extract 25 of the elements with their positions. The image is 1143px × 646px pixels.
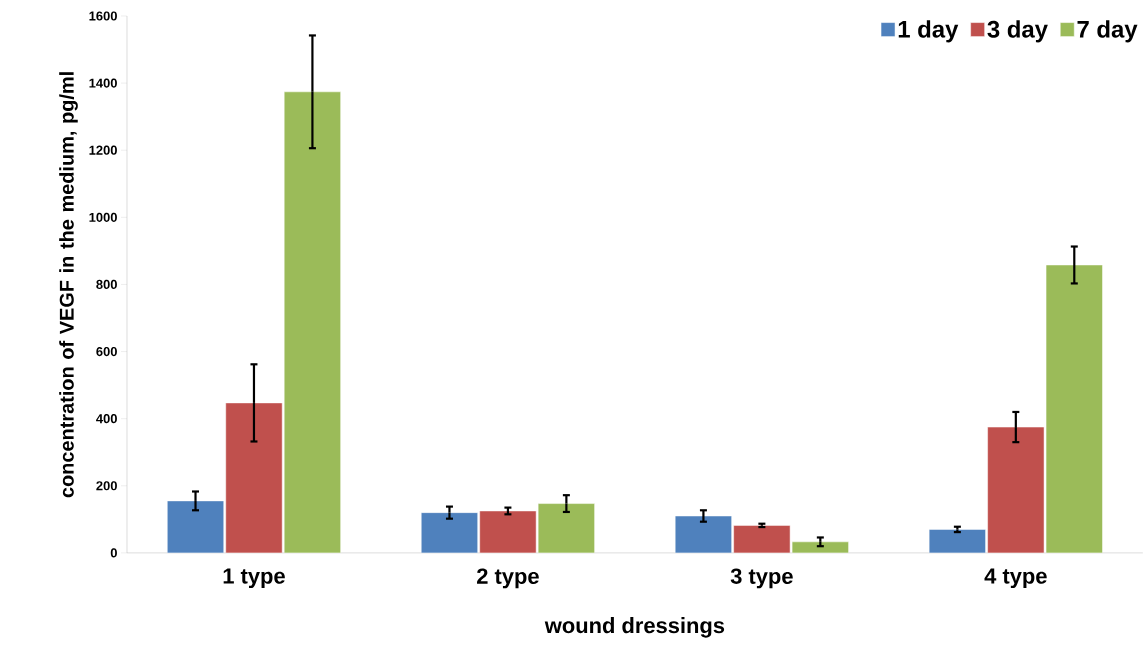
x-tick-label: 2 type bbox=[477, 568, 539, 589]
x-tick-label: 1 type bbox=[223, 568, 285, 589]
y-tick-label: 200 bbox=[96, 481, 117, 491]
x-axis-title: wound dressings bbox=[544, 617, 725, 638]
y-tick-label: 400 bbox=[96, 414, 117, 424]
bar bbox=[167, 500, 224, 553]
bar bbox=[928, 529, 986, 553]
y-tick-label: 0 bbox=[110, 548, 117, 558]
bar bbox=[1045, 264, 1103, 553]
legend-label: 7 day bbox=[1077, 20, 1138, 43]
y-axis-title: concentration of VEGF in the medium, pg/ml bbox=[59, 72, 78, 498]
bar bbox=[420, 512, 478, 553]
bar bbox=[283, 91, 341, 553]
x-tick-label: 3 type bbox=[730, 568, 793, 589]
y-tick-label: 800 bbox=[96, 279, 117, 290]
y-tick-label: 1200 bbox=[89, 145, 117, 155]
bar bbox=[674, 515, 732, 553]
y-tick-label: 600 bbox=[96, 347, 117, 357]
legend-label: 1 day bbox=[898, 20, 959, 43]
y-tick-label: 1000 bbox=[89, 212, 117, 222]
bar bbox=[537, 503, 595, 553]
y-tick-label: 1600 bbox=[89, 11, 117, 21]
legend-label: 3 day bbox=[987, 20, 1048, 43]
x-tick-label: 4 type bbox=[984, 568, 1047, 589]
y-tick-label: 1400 bbox=[89, 78, 117, 88]
